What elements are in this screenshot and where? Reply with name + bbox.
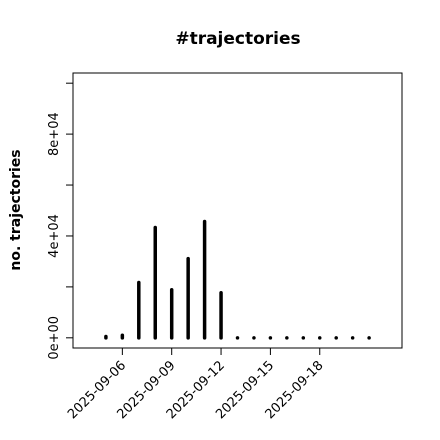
y-tick-label: 0e+00 — [47, 316, 62, 360]
plot-box — [72, 72, 403, 349]
y-tick-label: 4e+04 — [47, 214, 62, 258]
y-tick-label: 8e+04 — [47, 112, 62, 156]
chart-title: #trajectories — [175, 29, 300, 49]
y-axis-label: no. trajectories — [8, 149, 24, 270]
